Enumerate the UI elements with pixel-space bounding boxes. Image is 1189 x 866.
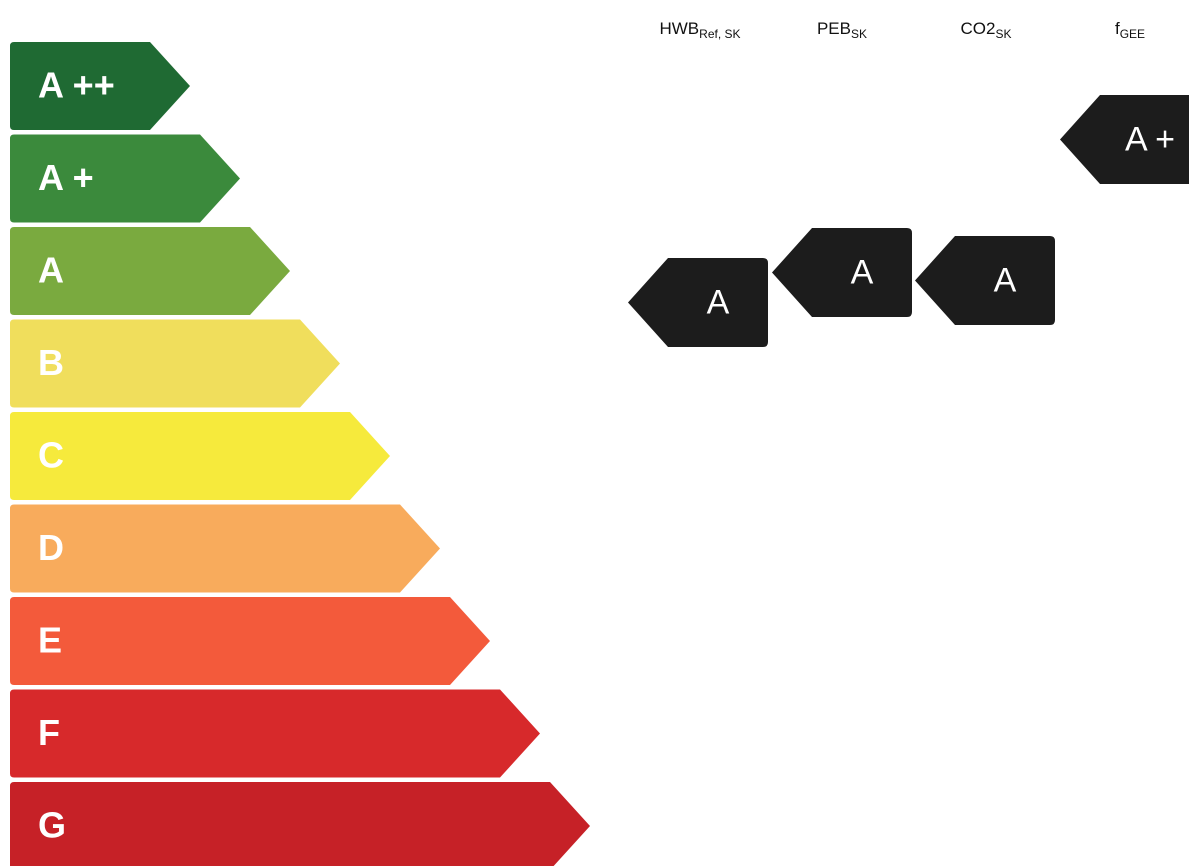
class-arrow — [10, 227, 290, 315]
class-arrow — [10, 782, 590, 866]
rating-arrow — [772, 228, 912, 317]
class-label: E — [38, 620, 62, 661]
class-label: D — [38, 527, 64, 568]
class-arrow — [10, 504, 440, 593]
class-arrow — [10, 134, 240, 223]
column-subscript: SK — [995, 27, 1011, 41]
class-label: B — [38, 342, 64, 383]
class-label: A — [38, 250, 64, 291]
class-label: F — [38, 712, 60, 753]
column-name: PEB — [817, 19, 851, 38]
rating-arrow — [1060, 95, 1189, 184]
class-label: C — [38, 435, 64, 476]
column-header: PEBSK — [817, 19, 867, 41]
column-name: HWB — [659, 19, 699, 38]
class-label: G — [38, 805, 66, 846]
rating-arrow — [915, 236, 1055, 325]
column-header: fGEE — [1115, 19, 1145, 41]
rating-label: A — [994, 261, 1017, 299]
class-label: A ++ — [38, 65, 115, 106]
column-subscript: Ref, SK — [699, 27, 740, 41]
class-arrow — [10, 42, 190, 130]
class-label: A + — [38, 157, 94, 198]
rating-label: A — [851, 253, 874, 291]
column-subscript: SK — [851, 27, 867, 41]
class-arrow — [10, 689, 540, 778]
column-name: CO2 — [961, 19, 996, 38]
rating-arrow — [628, 258, 768, 347]
class-arrow — [10, 597, 490, 685]
column-header: CO2SK — [961, 19, 1012, 41]
class-arrow — [10, 319, 340, 408]
rating-label: A — [707, 283, 730, 321]
column-header: HWBRef, SK — [659, 19, 740, 41]
class-arrow — [10, 412, 390, 500]
rating-label: A + — [1125, 120, 1175, 158]
column-subscript: GEE — [1120, 27, 1145, 41]
column-name: f — [1115, 19, 1120, 38]
